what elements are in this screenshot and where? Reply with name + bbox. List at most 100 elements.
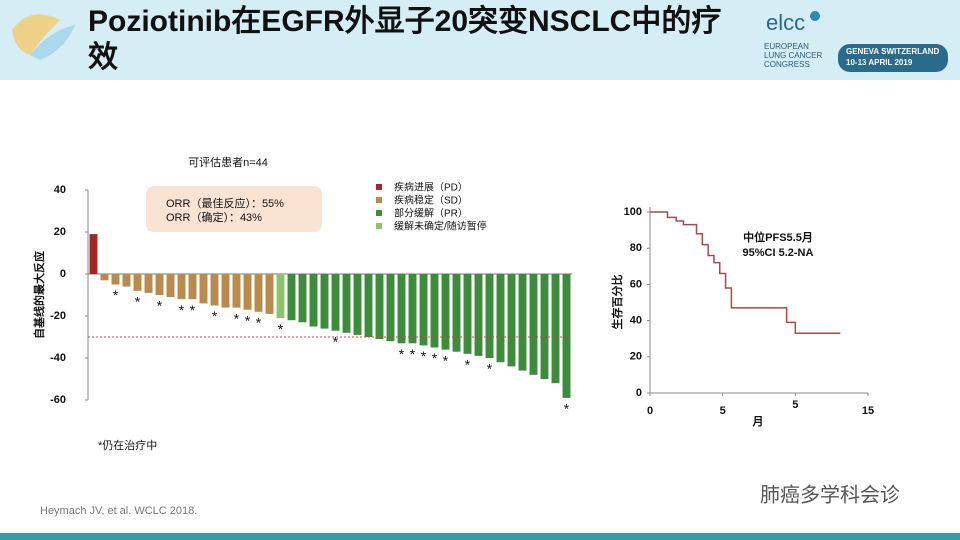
- city: GENEVA SWITZERLAND: [846, 47, 940, 56]
- legend-swatch: [376, 197, 382, 203]
- y-tick-label: -20: [50, 310, 66, 322]
- ongoing-marker: *: [333, 333, 339, 349]
- x-axis-label: 月: [752, 415, 764, 428]
- bar: [375, 274, 384, 340]
- ongoing-marker: *: [487, 361, 493, 377]
- bar: [353, 274, 362, 335]
- bar: [188, 274, 197, 300]
- ongoing-marker: *: [564, 401, 570, 417]
- legend-label: 缓解未确定/随访暂停: [394, 220, 487, 233]
- bar: [342, 274, 351, 333]
- bar: [320, 274, 329, 329]
- bar: [89, 234, 98, 274]
- x-tick-label: 0: [647, 405, 653, 417]
- ongoing-marker: *: [256, 315, 262, 331]
- header-band: [0, 0, 960, 80]
- date-badge: [838, 44, 948, 72]
- bar: [463, 274, 472, 354]
- legend-swatch: [376, 223, 382, 229]
- bar: [419, 274, 428, 346]
- bar: [364, 274, 373, 337]
- annotation: ORR（确定）：43%: [166, 210, 262, 224]
- ongoing-marker: *: [212, 308, 218, 324]
- logo-dot: [810, 11, 820, 21]
- bar: [254, 274, 263, 312]
- bar: [199, 274, 208, 304]
- legend-label: 部分缓解（PR）: [394, 207, 468, 220]
- bar: [100, 274, 109, 281]
- survival-curve: [650, 211, 841, 335]
- x-tick-label: 5: [792, 399, 798, 411]
- legend-swatch: [376, 210, 382, 216]
- bar: [441, 274, 450, 350]
- bar: [408, 274, 417, 344]
- x-tick-label: 15: [862, 405, 874, 417]
- y-tick-label: 40: [630, 315, 642, 327]
- ongoing-marker: *: [234, 310, 240, 326]
- bar: [496, 274, 505, 363]
- ongoing-marker: *: [410, 346, 416, 362]
- ongoing-marker: *: [465, 357, 471, 373]
- ongoing-marker: *: [278, 321, 284, 337]
- y-tick-label: 40: [54, 184, 66, 196]
- dates: 10-13 APRIL 2019: [846, 58, 913, 67]
- congress: EUROPEAN LUNG CANCER CONGRESS: [764, 42, 823, 69]
- citation: Heymach JV, et al. WCLC 2018.: [40, 505, 197, 517]
- note: *仍在治疗中: [98, 438, 157, 452]
- ongoing-marker: *: [443, 352, 449, 368]
- bar: [177, 274, 186, 300]
- bar: [210, 274, 219, 306]
- bar: [122, 274, 131, 287]
- bar: [386, 274, 395, 342]
- annotation: 中位PFS5.5月: [743, 230, 813, 244]
- x-tick-label: 5: [720, 405, 726, 417]
- y-axis-label: 生存百分比: [610, 275, 624, 330]
- bar: [221, 274, 230, 308]
- bar: [430, 274, 439, 348]
- footer-bar: [0, 533, 960, 540]
- congress-box: EUROPEAN LUNG CANCER CONGRESS: [764, 42, 823, 69]
- bar: [540, 274, 549, 379]
- bar: [309, 274, 318, 327]
- ongoing-marker: *: [190, 302, 196, 318]
- bar: [452, 274, 461, 352]
- bar: [298, 274, 307, 323]
- bar: [485, 274, 494, 358]
- y-tick-label: 80: [630, 242, 642, 254]
- butterfly-icon: [30, 25, 75, 60]
- bar: [111, 274, 120, 285]
- bar: [287, 274, 296, 321]
- y-tick-label: 0: [636, 387, 642, 399]
- y-tick-label: 20: [630, 351, 642, 363]
- ongoing-marker: *: [399, 346, 405, 362]
- bar: [507, 274, 516, 367]
- legend-label: 疾病进展（PD）: [394, 181, 468, 194]
- y-tick-label: -40: [50, 352, 66, 364]
- bar: [144, 274, 153, 293]
- bar: [243, 274, 252, 310]
- bar: [265, 274, 274, 314]
- bar: [155, 274, 164, 295]
- bar: [166, 274, 175, 298]
- y-tick-label: 0: [60, 268, 66, 280]
- butterfly-icon: [12, 14, 60, 55]
- y-tick-label: 60: [630, 278, 642, 290]
- bar: [232, 274, 241, 308]
- ongoing-marker: *: [432, 350, 438, 366]
- ongoing-marker: *: [421, 348, 427, 364]
- y-tick-label: 100: [624, 206, 642, 218]
- ongoing-marker: *: [157, 298, 163, 314]
- watermark: 肺癌多学科会诊: [760, 483, 900, 506]
- bar: [562, 274, 571, 398]
- y-axis-label: 自基线的最大反应: [32, 251, 46, 339]
- logo: elcc: [766, 10, 805, 35]
- ongoing-marker: *: [179, 302, 185, 318]
- bar: [331, 274, 340, 331]
- ongoing-marker: *: [135, 294, 141, 310]
- y-tick-label: 20: [54, 226, 66, 238]
- ongoing-marker: *: [245, 312, 251, 328]
- slide-title: Poziotinib在EGFR外显子20突变NSCLC中的疗效: [88, 5, 722, 74]
- bar: [529, 274, 538, 375]
